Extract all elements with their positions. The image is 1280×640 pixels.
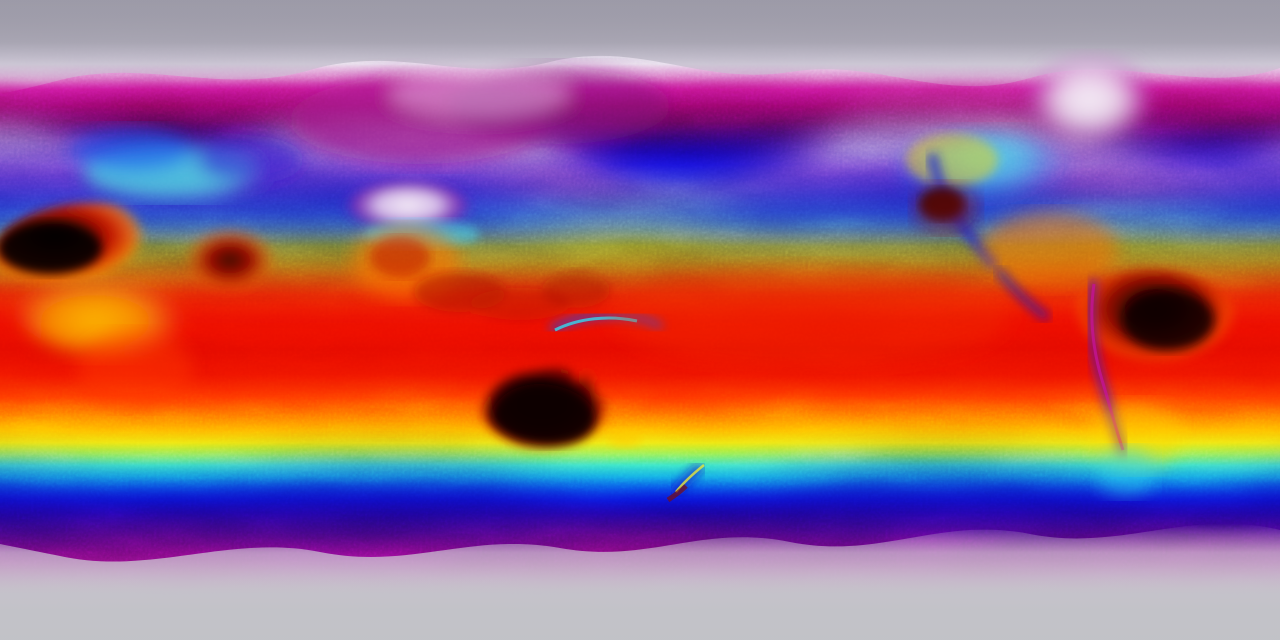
landmass-australia: [465, 350, 655, 480]
antarctica-polar-cap: [0, 523, 1280, 640]
region-pacific-warm-pool: [600, 250, 1020, 380]
landmass-indonesia: [400, 250, 620, 360]
landmass-africa: [0, 160, 280, 420]
region-europe-mediterranean: [60, 120, 320, 240]
landmass-south-america: [1040, 250, 1270, 500]
landmass-new-zealand: [660, 440, 750, 510]
landmass-greenland: [1010, 40, 1180, 180]
landmass-north-america: [880, 120, 1130, 350]
region-siberia-cold-anomaly: [280, 50, 700, 190]
